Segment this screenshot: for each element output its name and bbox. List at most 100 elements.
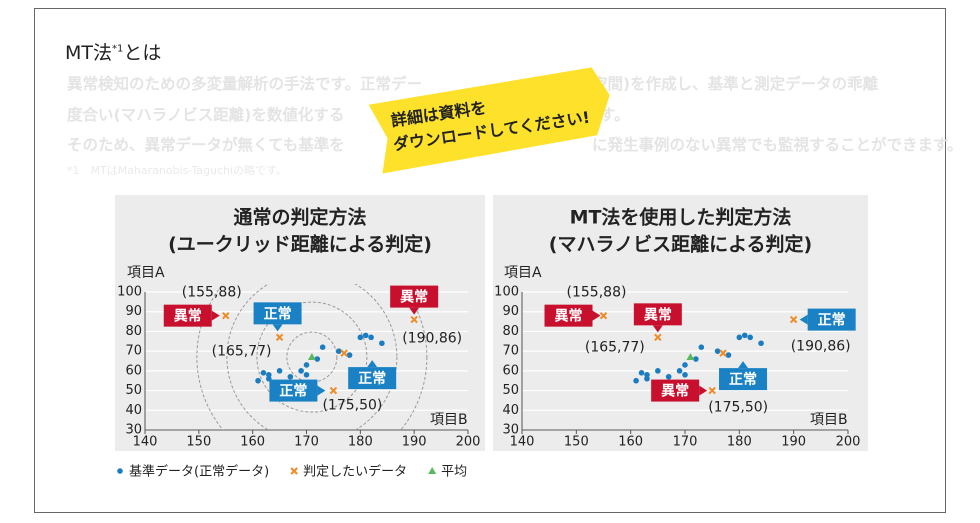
y-tick-label: 50 [502, 383, 519, 398]
data-point [260, 370, 267, 376]
data-point [319, 344, 326, 351]
callout-box [269, 379, 318, 402]
data-point [340, 349, 348, 357]
data-point [303, 372, 310, 378]
data-point [276, 368, 283, 374]
data-point [676, 368, 683, 374]
frame [34, 8, 946, 513]
data-point [719, 349, 727, 357]
callout-box [253, 302, 302, 325]
y-tick-label: 30 [502, 423, 519, 438]
data-point [428, 467, 437, 474]
legend-label: 基準データ(正常データ) [129, 464, 269, 480]
data-point [314, 356, 321, 362]
callout-text: 異常 [661, 383, 689, 400]
data-point [362, 332, 369, 339]
data-point [789, 315, 798, 324]
y-tick-label: 100 [494, 285, 519, 300]
distance-ring [226, 284, 398, 430]
x-tick-label: 150 [564, 435, 589, 450]
callout-pointer [652, 325, 663, 333]
point-label: (175,50) [708, 400, 768, 416]
callout-pointer [211, 310, 220, 321]
data-point [410, 315, 418, 324]
callout-box [807, 308, 856, 331]
point-label: (165,77) [585, 339, 645, 355]
x-tick-label: 170 [673, 435, 698, 450]
callout-text: 正常 [264, 305, 292, 322]
data-point [654, 333, 662, 342]
chart-title: (ユークリッド距離による判定) [168, 233, 432, 256]
data-point [255, 377, 261, 384]
x-tick-label: 200 [836, 435, 861, 450]
data-point [655, 368, 661, 374]
data-point [379, 340, 385, 347]
banner-shape [368, 67, 610, 174]
y-axis-label: 項目A [127, 265, 165, 281]
data-point [298, 368, 304, 374]
point-label: (155,88) [567, 285, 627, 301]
footnote: *1 MTはMaharanobis-Taguchiの略です。 [67, 164, 287, 177]
data-point [222, 311, 230, 320]
point-label: (190,86) [791, 339, 851, 355]
callout-text: 正常 [279, 383, 307, 400]
data-point [346, 352, 353, 358]
paragraph: そのため、異常データが無くても基準を [67, 136, 345, 154]
data-point [698, 344, 705, 351]
data-point [117, 468, 123, 474]
data-point [290, 467, 298, 475]
callout-box [390, 285, 439, 308]
data-point [736, 334, 743, 341]
data-point [693, 356, 699, 362]
callout-box [651, 379, 700, 402]
paragraph: 空間)を作成し、基準と測定データの乖離 [592, 75, 879, 93]
data-point [682, 372, 688, 378]
x-axis-label: 項目B [430, 412, 468, 428]
callout-pointer [272, 324, 283, 332]
callout-box [633, 303, 682, 326]
data-point [725, 352, 732, 358]
callout-box [719, 368, 768, 391]
y-tick-label: 80 [125, 324, 142, 339]
legend-label: 平均 [441, 465, 467, 480]
paragraph: す。 [600, 106, 630, 124]
data-point [599, 311, 608, 320]
callout-pointer [592, 310, 601, 321]
x-tick-label: 190 [781, 435, 806, 450]
callout-pointer [799, 314, 808, 325]
y-tick-label: 50 [125, 383, 142, 398]
distance-ring [286, 331, 338, 383]
chart: MT法を使用した判定方法 (マハラノビス距離による判定) 項目A 項目B 30 40 50 6… [493, 195, 868, 451]
point-label: (155,88) [182, 285, 242, 301]
callout-text: 正常 [358, 370, 386, 387]
data-point [708, 386, 716, 395]
data-point [741, 332, 748, 339]
callout-box [163, 304, 212, 327]
y-tick-label: 100 [117, 285, 142, 300]
chart-title: MT法を使用した判定方法 [570, 206, 792, 229]
data-point [644, 375, 650, 382]
x-tick-label: 190 [402, 435, 427, 450]
data-point [303, 362, 310, 368]
y-tick-label: 60 [502, 363, 519, 378]
callout-text: 異常 [400, 289, 428, 306]
callout-pointer [367, 360, 378, 368]
data-point [644, 372, 650, 378]
chart: 通常の判定方法 (ユークリッド距離による判定)項目A 項目B 30 40 50 60 70 80… [115, 195, 485, 451]
callout-text: 正常 [818, 312, 846, 329]
y-tick-label: 60 [125, 363, 142, 378]
callout-text: 異常 [644, 306, 672, 323]
data-point [307, 353, 316, 361]
x-tick-label: 160 [618, 435, 643, 450]
chart-title: 通常の判定方法 [233, 206, 366, 229]
callout-text: 異常 [555, 308, 583, 325]
data-point [747, 334, 753, 341]
data-point [329, 386, 338, 395]
y-tick-label: 70 [502, 344, 519, 359]
x-tick-label: 200 [456, 435, 481, 450]
x-tick-label: 180 [348, 435, 373, 450]
point-label: (165,77) [212, 343, 272, 359]
data-point [275, 333, 284, 342]
distance-ring [256, 301, 368, 413]
